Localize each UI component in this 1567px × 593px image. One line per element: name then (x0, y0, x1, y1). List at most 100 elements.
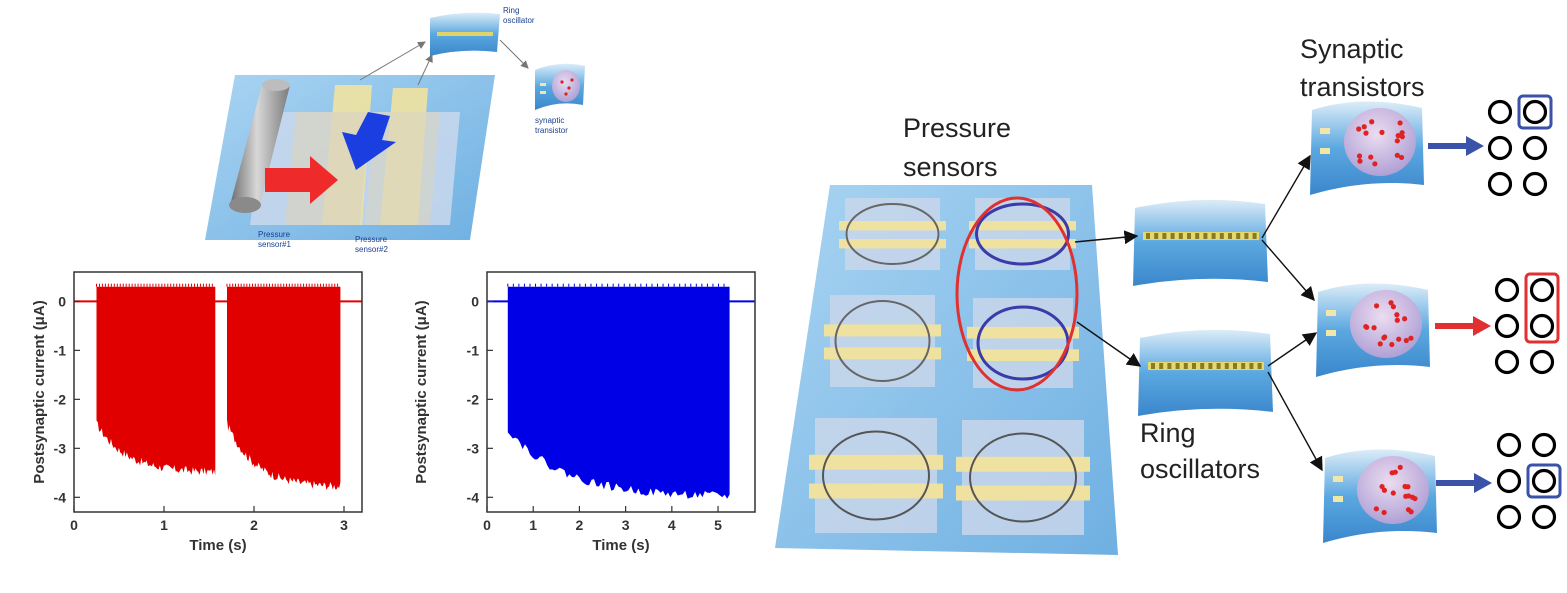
pressure-sensor-array (775, 185, 1118, 555)
output-circle (1496, 468, 1522, 494)
electrode-stripe (956, 456, 1090, 472)
contact-pad (1326, 310, 1336, 316)
red-current-chart: 0 1 2 3 0 -1 -2 -3 -4 Time (s) Postsynaptic curren… (31, 271, 363, 554)
y-tick-label: -1 (467, 342, 480, 358)
x-tick-label: 0 (483, 517, 491, 533)
synaptic-transistors-label: Synaptic transistors (1300, 34, 1425, 102)
oscillator-stage (1175, 363, 1180, 369)
y-tick-label: -1 (54, 342, 67, 358)
output-circle (1496, 432, 1522, 458)
x-tick-label: 4 (668, 517, 676, 533)
ion-dot (1399, 134, 1405, 140)
current-burst-1 (96, 286, 216, 476)
contact-pad (1320, 128, 1330, 134)
oscillator-stage (1236, 233, 1241, 239)
ion-dot (1395, 133, 1401, 139)
roller-icon (229, 79, 290, 213)
y-axis-label: Postsynaptic current (μA) (413, 300, 430, 483)
output-circle (1531, 432, 1557, 458)
sensor-ring (834, 300, 931, 382)
oscillator-stage (1170, 233, 1175, 239)
ion-dot (1412, 495, 1418, 502)
ion-dot (1390, 304, 1396, 310)
x-axis-label: Time (s) (189, 537, 246, 554)
ion-dot (1408, 509, 1414, 515)
ring-oscillator-small-label: Ring oscillator (503, 6, 535, 25)
oscillator-stage (1252, 233, 1257, 239)
sensor-ring (969, 432, 1077, 523)
connector-arrow (1267, 371, 1323, 472)
y-tick-label: 0 (58, 293, 66, 309)
ion-dot (1356, 153, 1363, 159)
oscillator-stage (1249, 363, 1254, 369)
synapse-dome (1357, 456, 1429, 524)
current-burst-1 (507, 286, 730, 499)
ion-dot (1361, 124, 1367, 130)
connector-arrow (1267, 332, 1318, 367)
y-axis-label: Postsynaptic current (μA) (31, 300, 48, 483)
highlight-box (1524, 272, 1560, 344)
ion-dot (1402, 316, 1408, 322)
ion-dot (1403, 337, 1409, 344)
ion-dot (1379, 483, 1385, 490)
plot-frame (73, 271, 363, 513)
oscillator-stage (1159, 363, 1164, 369)
ion-dot (1363, 130, 1369, 136)
sensor-pad (845, 198, 940, 270)
y-tick-label: -4 (54, 489, 67, 505)
ion-dot (1394, 317, 1400, 323)
x-tick-label: 0 (70, 517, 78, 533)
ion-dot (1399, 130, 1405, 136)
sensor-pad (962, 420, 1084, 535)
highlight-box (1526, 463, 1562, 499)
oscillator-stage (1146, 233, 1150, 239)
red-selection-ellipse (955, 196, 1079, 392)
output-circle (1529, 313, 1555, 339)
x-tick-label: 2 (250, 517, 258, 533)
oscillator-stage (1211, 233, 1216, 239)
output-circle (1494, 313, 1520, 339)
contact-pad (1333, 476, 1343, 482)
synapse-dome (1344, 108, 1416, 176)
ion-dot (1377, 341, 1383, 347)
current-burst-2 (227, 286, 341, 490)
ion-dot (1389, 341, 1395, 348)
y-tick-label: -4 (467, 489, 480, 505)
ion-dot (1388, 300, 1394, 306)
ion-dot (1403, 493, 1409, 499)
ion-dot (1397, 120, 1403, 126)
ring-oscillator-mini (430, 12, 500, 57)
y-tick-label: -3 (54, 440, 67, 456)
ion-dot (1397, 464, 1403, 470)
oscillator-stage (1154, 233, 1159, 239)
ion-dot (1396, 336, 1402, 342)
oscillator-stage (1151, 363, 1155, 369)
sensor-pad (830, 295, 935, 387)
output-circle (1487, 135, 1513, 161)
sensor-ring (822, 430, 930, 521)
y-tick-label: -3 (467, 440, 480, 456)
x-tick-label: 1 (529, 517, 537, 533)
connector-arrow (1261, 239, 1315, 302)
highlight-box (1517, 94, 1553, 130)
x-tick-label: 3 (622, 517, 630, 533)
output-circle (1494, 277, 1520, 303)
sensor-pad (973, 298, 1073, 388)
output-arrowhead (1466, 136, 1484, 156)
ion-dot (1357, 158, 1363, 164)
oscillator-stage (1257, 363, 1262, 369)
contact-pad (1333, 496, 1343, 502)
output-circle (1529, 277, 1555, 303)
electrode-stripe (824, 324, 941, 337)
electrode-stripe (839, 239, 946, 249)
sensor-pad (975, 198, 1070, 270)
ion-dot (1394, 312, 1400, 318)
oscillator-stage (1224, 363, 1229, 369)
ion-dot (1405, 484, 1411, 490)
sensor-ring (975, 202, 1070, 266)
contact-pad (1320, 148, 1330, 154)
y-tick-label: 0 (471, 293, 479, 309)
pressure-sensor-1-label: Pressure sensor#1 (258, 230, 291, 249)
ion-dot (1381, 509, 1387, 516)
